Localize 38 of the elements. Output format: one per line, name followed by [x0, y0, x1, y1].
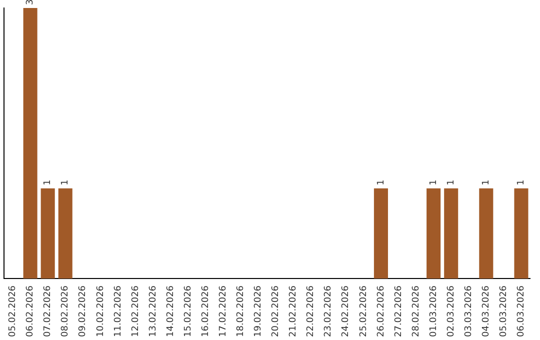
- x-tick-label: 01.03.2026: [428, 285, 439, 337]
- x-tick-label: 17.02.2026: [218, 285, 229, 337]
- x-tick-label: 02.03.2026: [446, 285, 456, 337]
- x-tick-label: 06.03.2026: [516, 285, 527, 337]
- x-tick-label: 28.02.2026: [411, 285, 422, 337]
- x-tick-label: 09.02.2026: [78, 285, 88, 337]
- x-tick-label: 05.03.2026: [499, 285, 510, 337]
- x-tick-label: 16.02.2026: [200, 285, 211, 337]
- x-tick-label: 23.02.2026: [324, 285, 334, 337]
- x-tick-label: 26.02.2026: [376, 285, 386, 337]
- data-label: 1: [446, 180, 456, 186]
- x-tick-label: 12.02.2026: [130, 285, 141, 337]
- x-tick-label: 24.02.2026: [341, 285, 352, 337]
- x-tick-label: 13.02.2026: [148, 285, 158, 337]
- data-label: 1: [516, 180, 527, 186]
- x-tick-label: 07.02.2026: [43, 285, 54, 337]
- data-label: 1: [60, 180, 71, 186]
- data-label: 1: [482, 180, 492, 186]
- x-tick-label: 20.02.2026: [271, 285, 282, 337]
- x-tick-label: 25.02.2026: [358, 285, 369, 337]
- x-tick-label: 18.02.2026: [236, 285, 246, 337]
- x-tick-label: 05.02.2026: [8, 285, 18, 337]
- x-tick-label: 10.02.2026: [96, 285, 106, 337]
- data-label: 1: [43, 180, 54, 186]
- x-tick-label: 03.03.2026: [464, 285, 474, 337]
- x-tick-label: 15.02.2026: [183, 285, 194, 337]
- x-tick-label: 22.02.2026: [306, 285, 316, 337]
- x-tick-label: 04.03.2026: [482, 285, 492, 337]
- data-label: 3: [26, 0, 36, 5]
- x-tick-label: 11.02.2026: [113, 285, 124, 337]
- x-tick-label: 21.02.2026: [288, 285, 299, 337]
- x-tick-label: 14.02.2026: [166, 285, 176, 337]
- x-tick-label: 06.02.2026: [26, 285, 36, 337]
- data-label: 1: [376, 180, 386, 186]
- x-tick-label: 27.02.2026: [394, 285, 404, 337]
- x-tick-label: 08.02.2026: [60, 285, 71, 337]
- data-label: 1: [428, 180, 439, 186]
- x-tick-label: 19.02.2026: [254, 285, 264, 337]
